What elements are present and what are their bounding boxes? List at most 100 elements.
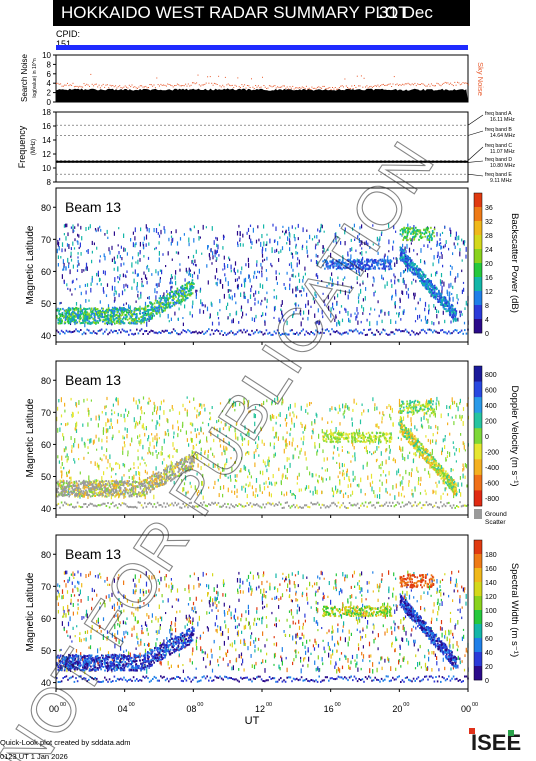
evening-echo	[70, 313, 72, 316]
midnight-echo	[325, 263, 328, 266]
scatter-echo	[316, 451, 318, 456]
bottom-echo	[185, 504, 188, 507]
scatter-echo	[255, 488, 257, 493]
scatter-echo	[226, 447, 228, 451]
scatter-echo	[255, 314, 257, 319]
bottom-echo	[443, 503, 445, 506]
bottom-echo	[313, 333, 316, 336]
scatter-echo	[141, 410, 143, 415]
scatter-echo	[253, 293, 255, 297]
evening-echo	[79, 310, 82, 313]
polar-echo	[424, 228, 426, 231]
scatter-echo	[379, 463, 382, 466]
scatter-echo	[303, 310, 305, 315]
scatter-echo	[105, 294, 108, 298]
scatter-echo	[373, 490, 375, 495]
scatter-echo	[330, 252, 332, 258]
scatter-echo	[88, 226, 90, 230]
sky-noise-point	[332, 87, 333, 88]
morning-echo	[453, 310, 455, 313]
evening-echo	[144, 317, 146, 320]
scatter-echo	[199, 308, 201, 314]
scatter-echo	[424, 468, 426, 472]
scatter-echo	[155, 424, 157, 430]
scatter-echo	[464, 475, 466, 479]
bottom-echo	[118, 329, 120, 332]
bottom-echo	[185, 331, 188, 334]
midnight-echo	[362, 267, 364, 270]
bottom-echo	[372, 504, 375, 507]
scatter-echo	[133, 466, 135, 469]
bottom-echo	[366, 505, 368, 508]
scatter-echo	[225, 305, 228, 310]
scatter-echo	[400, 437, 402, 441]
midnight-echo	[388, 268, 390, 271]
scatter-echo	[437, 310, 440, 314]
bottom-echo	[400, 505, 402, 508]
scatter-echo	[358, 233, 360, 236]
scatter-echo	[288, 238, 291, 242]
evening-echo	[171, 290, 174, 293]
scatter-echo	[461, 415, 463, 419]
bottom-echo	[100, 503, 103, 506]
scatter-echo	[461, 313, 463, 316]
sky-noise-point	[186, 85, 188, 87]
sky-noise-point	[257, 85, 259, 87]
scatter-echo	[184, 278, 186, 282]
colorbar-frame	[473, 192, 483, 334]
evening-echo	[156, 301, 158, 304]
evening-echo	[180, 286, 182, 289]
scatter-echo	[465, 464, 467, 469]
bottom-echo	[184, 330, 186, 332]
scatter-echo	[361, 224, 363, 229]
bottom-echo	[249, 502, 252, 505]
scatter-echo	[110, 495, 112, 500]
scatter-echo	[382, 411, 384, 416]
morning-echo	[430, 291, 433, 294]
sky-noise-point	[421, 83, 423, 85]
sky-noise-point	[83, 83, 85, 85]
colorbar-tick-label: 16	[485, 275, 493, 282]
morning-echo	[446, 305, 449, 308]
polar-echo	[418, 238, 420, 241]
scatter-echo	[77, 411, 79, 414]
freq-band-name: freq band D	[485, 157, 512, 163]
scatter-echo	[337, 236, 339, 239]
bottom-echo	[300, 506, 303, 509]
scatter-echo	[403, 495, 405, 498]
scatter-echo	[66, 243, 69, 247]
bottom-echo	[201, 330, 204, 333]
bottom-echo	[363, 328, 365, 331]
polar-echo	[416, 229, 419, 231]
sky-noise-point	[281, 86, 283, 88]
scatter-echo	[295, 294, 297, 298]
scatter-echo	[228, 399, 230, 404]
sky-noise-point	[305, 85, 307, 87]
evening-echo	[167, 305, 170, 308]
scatter-echo	[420, 248, 422, 253]
midnight-echo	[352, 260, 355, 263]
bottom-echo	[452, 504, 455, 507]
scatter-echo	[216, 257, 218, 261]
scatter-echo	[255, 290, 257, 295]
evening-echo	[89, 309, 92, 312]
scatter-echo	[194, 406, 196, 410]
scatter-echo	[280, 249, 282, 253]
sky-noise-point	[84, 84, 86, 86]
scatter-echo	[380, 232, 383, 236]
scatter-echo	[216, 243, 218, 248]
evening-echo	[192, 286, 195, 289]
scatter-echo	[398, 409, 400, 413]
sky-noise-point	[149, 84, 151, 85]
scatter-echo	[289, 404, 291, 409]
colorbar-tick-label: 20	[485, 261, 493, 268]
bottom-echo	[312, 332, 314, 334]
scatter-echo	[397, 468, 400, 474]
evening-echo	[154, 309, 157, 312]
bottom-echo	[284, 332, 287, 335]
scatter-echo	[183, 482, 186, 486]
bottom-echo	[392, 331, 394, 334]
evening-echo	[93, 307, 95, 310]
midnight-echo	[322, 260, 324, 263]
bottom-echo	[444, 331, 447, 334]
